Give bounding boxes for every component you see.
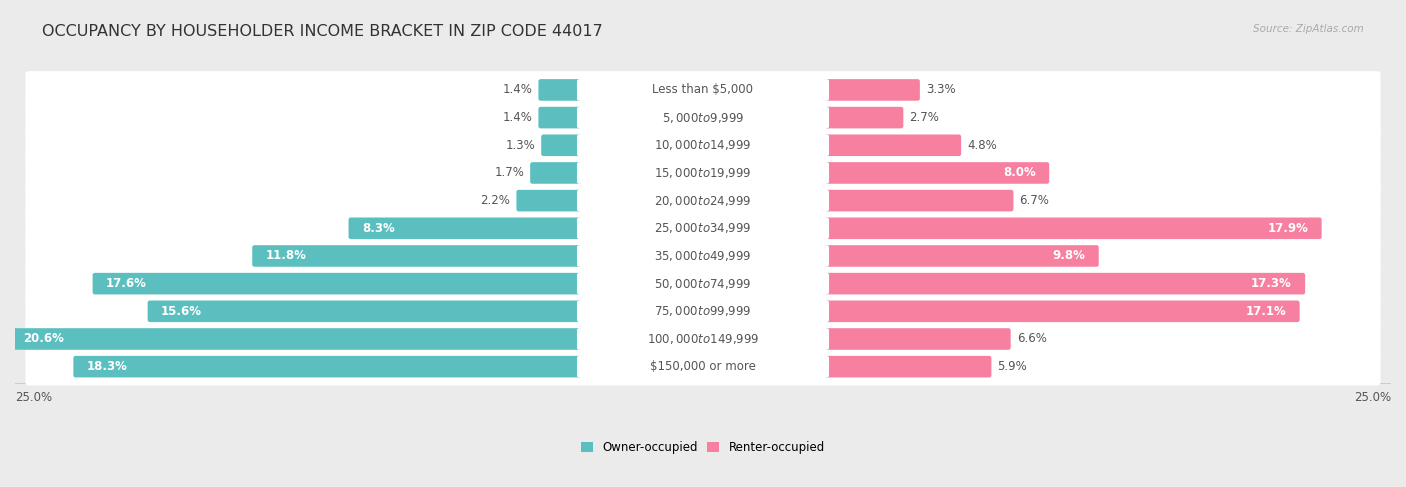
FancyBboxPatch shape [25,209,1381,247]
FancyBboxPatch shape [576,218,830,239]
FancyBboxPatch shape [93,273,581,295]
FancyBboxPatch shape [825,300,1299,322]
Text: 20.6%: 20.6% [24,333,65,345]
Text: 1.3%: 1.3% [505,139,536,152]
Text: $25,000 to $34,999: $25,000 to $34,999 [654,221,752,235]
FancyBboxPatch shape [825,162,1049,184]
FancyBboxPatch shape [25,154,1381,192]
FancyBboxPatch shape [576,79,830,101]
FancyBboxPatch shape [25,182,1381,219]
Text: Source: ZipAtlas.com: Source: ZipAtlas.com [1253,24,1364,35]
Text: 8.3%: 8.3% [361,222,395,235]
FancyBboxPatch shape [825,134,962,156]
FancyBboxPatch shape [25,99,1381,136]
FancyBboxPatch shape [825,79,920,101]
Text: 2.7%: 2.7% [910,111,939,124]
Text: 17.6%: 17.6% [105,277,146,290]
Text: $20,000 to $24,999: $20,000 to $24,999 [654,194,752,207]
Text: 6.6%: 6.6% [1017,333,1046,345]
FancyBboxPatch shape [576,300,830,322]
FancyBboxPatch shape [25,320,1381,358]
FancyBboxPatch shape [825,218,1322,239]
FancyBboxPatch shape [25,293,1381,330]
Text: 2.2%: 2.2% [481,194,510,207]
FancyBboxPatch shape [148,300,581,322]
Text: 1.4%: 1.4% [502,111,533,124]
FancyBboxPatch shape [25,237,1381,275]
FancyBboxPatch shape [576,273,830,295]
FancyBboxPatch shape [825,107,903,129]
FancyBboxPatch shape [576,245,830,267]
Text: 18.3%: 18.3% [87,360,128,373]
Text: $75,000 to $99,999: $75,000 to $99,999 [654,304,752,318]
FancyBboxPatch shape [825,273,1305,295]
Text: 17.1%: 17.1% [1246,305,1286,318]
FancyBboxPatch shape [25,127,1381,164]
FancyBboxPatch shape [349,218,581,239]
Text: 4.8%: 4.8% [967,139,997,152]
Text: 8.0%: 8.0% [1004,167,1036,179]
Text: 6.7%: 6.7% [1019,194,1049,207]
Text: Less than $5,000: Less than $5,000 [652,83,754,96]
FancyBboxPatch shape [825,245,1098,267]
Text: $150,000 or more: $150,000 or more [650,360,756,373]
Text: 1.4%: 1.4% [502,83,533,96]
Text: 5.9%: 5.9% [997,360,1028,373]
Text: 3.3%: 3.3% [927,83,956,96]
Text: $35,000 to $49,999: $35,000 to $49,999 [654,249,752,263]
FancyBboxPatch shape [25,71,1381,109]
FancyBboxPatch shape [576,190,830,211]
FancyBboxPatch shape [576,162,830,184]
FancyBboxPatch shape [576,107,830,129]
Text: $50,000 to $74,999: $50,000 to $74,999 [654,277,752,291]
FancyBboxPatch shape [10,328,581,350]
Text: 15.6%: 15.6% [160,305,202,318]
FancyBboxPatch shape [576,356,830,377]
Text: 17.9%: 17.9% [1268,222,1309,235]
FancyBboxPatch shape [538,107,581,129]
FancyBboxPatch shape [825,190,1014,211]
Text: 9.8%: 9.8% [1053,249,1085,262]
FancyBboxPatch shape [73,356,581,377]
FancyBboxPatch shape [825,356,991,377]
FancyBboxPatch shape [25,348,1381,385]
Text: OCCUPANCY BY HOUSEHOLDER INCOME BRACKET IN ZIP CODE 44017: OCCUPANCY BY HOUSEHOLDER INCOME BRACKET … [42,24,603,39]
Text: 25.0%: 25.0% [15,391,52,404]
FancyBboxPatch shape [541,134,581,156]
FancyBboxPatch shape [530,162,581,184]
FancyBboxPatch shape [576,328,830,350]
Text: 11.8%: 11.8% [266,249,307,262]
Text: $10,000 to $14,999: $10,000 to $14,999 [654,138,752,152]
Text: 17.3%: 17.3% [1251,277,1292,290]
FancyBboxPatch shape [576,134,830,156]
FancyBboxPatch shape [825,328,1011,350]
Text: 1.7%: 1.7% [495,167,524,179]
FancyBboxPatch shape [25,265,1381,302]
Text: $15,000 to $19,999: $15,000 to $19,999 [654,166,752,180]
Text: 25.0%: 25.0% [1354,391,1391,404]
FancyBboxPatch shape [516,190,581,211]
Legend: Owner-occupied, Renter-occupied: Owner-occupied, Renter-occupied [576,436,830,459]
Text: $100,000 to $149,999: $100,000 to $149,999 [647,332,759,346]
FancyBboxPatch shape [252,245,581,267]
Text: $5,000 to $9,999: $5,000 to $9,999 [662,111,744,125]
FancyBboxPatch shape [538,79,581,101]
